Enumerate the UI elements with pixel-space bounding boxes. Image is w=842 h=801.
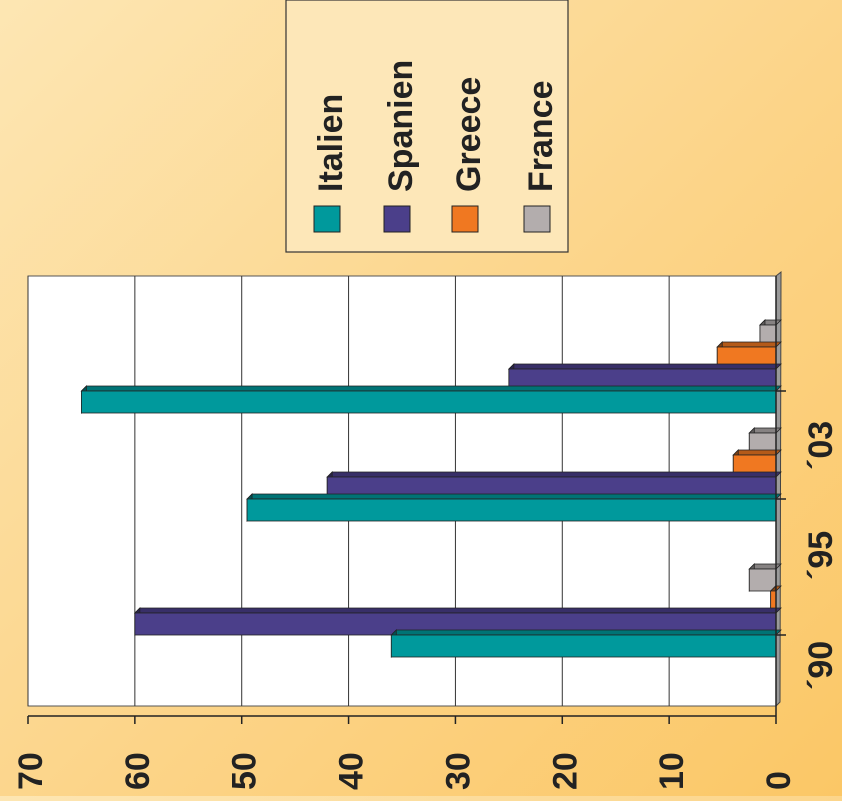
value-tick-label: 10 [653,752,691,790]
value-tick-label: 0 [760,771,798,790]
bars [80,319,782,658]
legend-label-greece: Greece [450,77,488,192]
legend-swatch-greece [451,205,479,233]
legend-label-italien: Italien [312,94,350,192]
bar-top-face [507,363,782,370]
legend-swatch-italien [313,205,341,233]
value-tick-label: 50 [226,752,264,790]
bar-top-face [326,471,782,478]
bar-front-face [246,498,777,522]
legend-label-spanien: Spanien [382,60,420,192]
legend-swatch-france [523,205,551,233]
category-axis-ticks: ´90 ´95 ´03 [776,390,840,690]
bar-italien-0 [390,629,782,658]
bar-top-face [80,385,782,392]
bar-italien-2 [80,385,782,414]
bar-front-face [748,568,777,592]
bar-top-face [716,341,782,348]
value-tick-label: 70 [12,752,50,790]
bar-france-0 [748,563,782,592]
bar-top-face [732,449,782,456]
legend-swatch-spanien [383,205,411,233]
category-tick-label: ´90 [802,641,840,690]
axes [28,276,777,717]
category-tick-label: ´95 [802,531,840,580]
value-tick-label: 30 [439,752,477,790]
value-tick-label: 60 [119,752,157,790]
bar-front-face [390,634,777,658]
value-tick-label: 20 [546,752,584,790]
bar-top-face [133,607,782,614]
bar-greece-2 [716,341,782,370]
bar-france-1 [748,427,782,456]
category-tick-label: ´03 [802,421,840,470]
legend: Italien Spanien Greece France [285,0,569,253]
bar-italien-1 [246,493,782,522]
value-tick-label: 40 [333,752,371,790]
value-axis-ticks: 0 10 20 30 40 50 60 70 [12,716,798,790]
bar-spanien-0 [133,607,782,636]
bar-top-face [390,629,782,636]
legend-label-france: France [522,81,560,193]
bar-top-face [246,493,782,500]
bar-front-face [81,390,777,414]
